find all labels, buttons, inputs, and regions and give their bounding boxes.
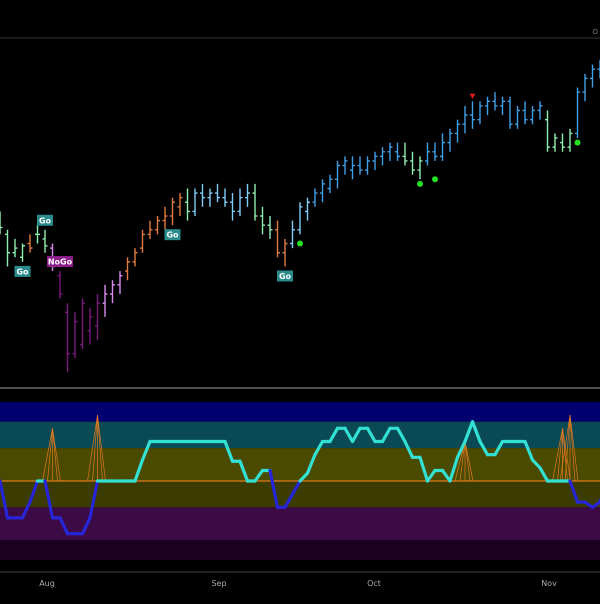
- nogo-triangle: [470, 94, 476, 99]
- signal-badge-label: Go: [279, 272, 292, 281]
- signal-badge-label: NoGo: [48, 258, 73, 267]
- x-tick-label: Nov: [541, 579, 557, 588]
- oscillator-band: [0, 402, 600, 422]
- signal-badge-label: Go: [39, 216, 52, 225]
- go-dot: [417, 181, 423, 187]
- signal-badge-label: Go: [16, 267, 29, 276]
- go-dot: [575, 140, 581, 146]
- oscillator-band: [0, 422, 600, 448]
- go-dot: [297, 241, 303, 247]
- x-tick-label: Aug: [39, 579, 55, 588]
- signal-badge-label: Go: [166, 231, 179, 240]
- go-dot: [432, 176, 438, 182]
- x-tick-label: Oct: [367, 579, 381, 588]
- oscillator-band: [0, 540, 600, 560]
- x-tick-label: Sep: [211, 579, 226, 588]
- corner-label: O: [592, 28, 598, 36]
- oscillator-band: [0, 481, 600, 507]
